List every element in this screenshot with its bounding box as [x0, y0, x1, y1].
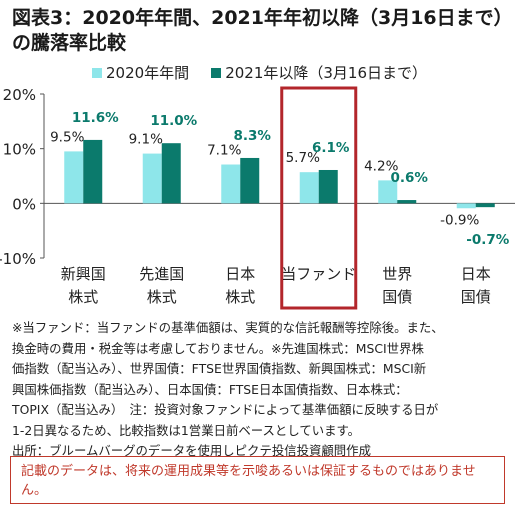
bar-2021: [161, 143, 181, 204]
legend-label-2021: 2021年以降（3月16日まで）: [225, 64, 427, 82]
data-label-2020: 9.1%: [129, 132, 163, 148]
bar-2021: [83, 139, 103, 204]
category-label-line: 世界: [382, 265, 412, 283]
category-label-line: 株式: [147, 288, 177, 306]
data-label-2020: 7.1%: [207, 143, 241, 159]
data-label-2021: 6.1%: [312, 140, 350, 156]
bar-chart: 20% 10% 0% -10% 9.5% 11.6% 新興国株式 9.1% 11.0% 先進国株式…: [0, 86, 515, 310]
chart-title: 図表3：2020年年間、2021年年初以降（3月16日まで）の騰落率比較: [12, 7, 513, 54]
highlight-box: [280, 86, 358, 310]
data-label-2020: 9.5%: [50, 129, 84, 145]
bar-2020: [142, 153, 162, 204]
legend-swatch-2021: [211, 67, 222, 78]
legend-label-2020: 2020年年間: [106, 64, 190, 82]
legend-item-2021: 2021年以降（3月16日まで）: [211, 62, 427, 83]
bar-2020: [456, 203, 476, 209]
bar-2020: [221, 164, 241, 204]
y-tick-label: 10%: [3, 141, 36, 159]
category-label-line: 株式: [225, 288, 255, 306]
category-label-line: 新興国: [61, 265, 106, 283]
data-label-2021: 11.0%: [150, 113, 197, 129]
bar-2020: [299, 172, 319, 204]
category-label-line: 当ファンド: [281, 265, 356, 283]
data-label-2021: -0.7%: [466, 232, 510, 248]
data-label-2020: 5.7%: [286, 150, 320, 166]
bar-2021: [318, 169, 338, 204]
data-label-2021: 8.3%: [234, 128, 272, 144]
category-label-line: 先進国: [139, 265, 184, 283]
legend-item-2020: 2020年年間: [92, 62, 189, 83]
bar-2021: [240, 157, 260, 204]
data-label-2021: 11.6%: [72, 110, 119, 126]
category-label: 当ファンド: [281, 265, 356, 283]
bar-2021: [475, 203, 495, 208]
data-label-2021: 0.6%: [391, 170, 429, 186]
category-label-line: 日本: [461, 265, 491, 283]
disclaimer-text: 記載のデータは、将来の運用成果等を示唆あるいは保証するものではありません。: [21, 464, 476, 498]
category-label: 先進国株式: [139, 265, 184, 306]
data-label-2020: 4.2%: [364, 158, 398, 174]
data-label-2020: -0.9%: [440, 212, 479, 228]
category-label-line: 株式: [68, 288, 98, 306]
y-tick-label: -10%: [0, 250, 36, 268]
legend-swatch-2020: [92, 67, 102, 78]
category-label-line: 国債: [461, 288, 491, 306]
category-label: 日本国債: [461, 265, 491, 306]
bar-2020: [64, 151, 84, 204]
category-label-line: 国債: [382, 288, 412, 306]
y-tick-label: 0%: [12, 195, 36, 213]
category-label: 新興国株式: [61, 265, 106, 306]
bar-2020: [378, 180, 398, 204]
legend: 2020年年間 2021年以降（3月16日まで）: [92, 62, 449, 83]
bar-2021: [397, 200, 417, 204]
disclaimer-box: 記載のデータは、将来の運用成果等を示唆あるいは保証するものではありません。: [10, 456, 505, 504]
category-label-line: 日本: [225, 265, 255, 283]
chart-note: ※当ファンド：当ファンドの基準価額は、実質的な信託報酬等控除後。また、 換金時の…: [12, 320, 444, 458]
category-label: 日本株式: [225, 265, 255, 306]
y-tick-label: 20%: [3, 86, 36, 104]
category-label: 世界国債: [382, 265, 412, 306]
